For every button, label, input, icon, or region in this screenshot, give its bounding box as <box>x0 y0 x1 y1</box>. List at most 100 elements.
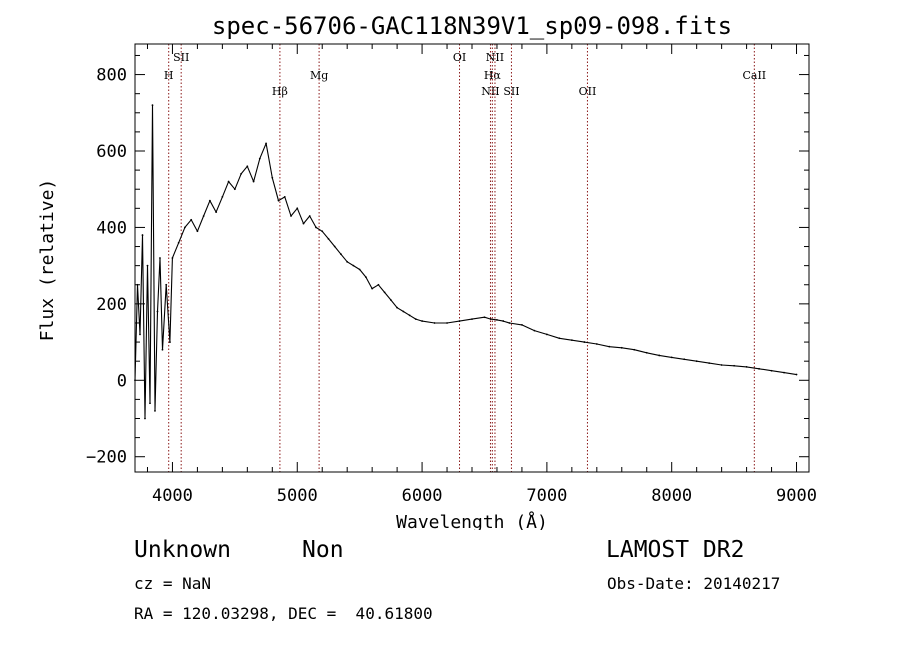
x-tick-label-3: 7000 <box>526 486 567 506</box>
data-point-41 <box>340 253 342 256</box>
data-point-73 <box>633 348 636 351</box>
data-point-2 <box>139 333 141 336</box>
data-point-28 <box>258 157 261 160</box>
data-point-65 <box>533 329 536 332</box>
y-tick-label-3: 400 <box>96 218 127 238</box>
data-point-69 <box>583 341 586 343</box>
x-axis-label: Wavelength (Å) <box>396 511 548 530</box>
x-tick-label-0: 4000 <box>152 486 193 506</box>
data-point-43 <box>352 264 355 267</box>
y-tick-label-2: 200 <box>96 295 127 315</box>
data-point-49 <box>389 299 392 301</box>
data-point-36 <box>308 215 311 217</box>
data-point-12 <box>165 283 168 286</box>
data-point-71 <box>608 345 611 348</box>
data-point-57 <box>458 320 461 322</box>
line-marker-label-9: OII <box>579 85 597 98</box>
data-point-83 <box>758 367 760 370</box>
data-point-55 <box>433 322 436 324</box>
data-point-84 <box>770 369 773 372</box>
data-point-78 <box>695 360 698 363</box>
data-point-67 <box>558 337 561 340</box>
data-point-14 <box>171 257 174 259</box>
line-marker-label-10: CaII <box>742 69 766 82</box>
data-point-35 <box>302 222 305 225</box>
data-point-31 <box>277 199 280 202</box>
data-point-18 <box>196 230 199 233</box>
data-point-11 <box>161 348 164 351</box>
x-tick-label-5: 9000 <box>776 486 817 506</box>
line-marker-label-3: Mg <box>310 69 328 82</box>
data-point-86 <box>795 373 798 376</box>
data-point-32 <box>283 195 286 198</box>
spectrum-series <box>134 104 798 420</box>
data-point-64 <box>521 323 523 326</box>
data-point-22 <box>221 195 224 198</box>
axis-ticks: 4000 5000 6000 7000 8000 9000 −200 0 200 400 600 80… <box>86 44 817 506</box>
data-point-27 <box>252 180 255 183</box>
data-point-15 <box>177 241 180 244</box>
data-point-54 <box>421 320 423 322</box>
redshift-cz: cz = NaN <box>134 574 212 593</box>
data-point-85 <box>783 371 785 374</box>
data-point-9 <box>156 310 159 313</box>
line-marker-label-8: SII <box>503 85 519 98</box>
data-point-6 <box>149 402 151 405</box>
data-point-51 <box>402 310 405 313</box>
data-point-7 <box>151 104 154 107</box>
data-point-60 <box>489 318 492 321</box>
data-point-24 <box>233 188 236 191</box>
data-point-34 <box>296 207 299 210</box>
data-point-10 <box>159 257 161 259</box>
x-tick-label-4: 8000 <box>651 486 692 506</box>
data-point-66 <box>545 333 548 336</box>
y-tick-label-1: 0 <box>117 371 127 391</box>
data-point-23 <box>227 180 230 183</box>
data-point-63 <box>508 322 511 324</box>
data-point-16 <box>184 226 186 229</box>
data-point-17 <box>190 218 193 221</box>
data-point-46 <box>371 287 374 290</box>
survey-name: LAMOST DR2 <box>606 537 745 563</box>
chart-title: spec-56706-GAC118N39V1_sp09-098.fits <box>212 12 732 40</box>
data-point-33 <box>290 215 292 217</box>
data-point-38 <box>321 230 324 233</box>
data-point-40 <box>333 245 336 248</box>
data-point-53 <box>414 318 417 321</box>
data-point-75 <box>658 354 661 357</box>
data-point-56 <box>446 322 448 324</box>
plot-border <box>134 43 810 473</box>
y-tick-label-0: −200 <box>86 448 127 468</box>
data-point-77 <box>683 358 686 361</box>
data-point-44 <box>358 268 361 271</box>
data-point-13 <box>169 341 171 343</box>
data-point-19 <box>202 215 205 217</box>
data-point-37 <box>315 226 317 229</box>
data-point-82 <box>745 366 748 368</box>
data-point-25 <box>240 173 242 175</box>
object-class: Unknown <box>134 537 231 563</box>
data-point-80 <box>720 364 723 366</box>
data-point-39 <box>327 237 330 240</box>
data-point-20 <box>208 199 211 202</box>
data-point-52 <box>408 314 411 317</box>
data-point-72 <box>620 346 623 349</box>
spectrum-line-0 <box>134 104 797 420</box>
data-point-61 <box>496 319 498 321</box>
data-point-79 <box>708 362 711 364</box>
y-tick-label-4: 600 <box>96 142 127 162</box>
object-subclass: Non <box>302 537 344 563</box>
data-point-29 <box>265 142 267 145</box>
data-point-5 <box>146 264 149 267</box>
line-marker-label-5: NII <box>481 85 499 98</box>
data-point-74 <box>645 351 648 354</box>
line-marker-label-6: Hα <box>484 69 502 82</box>
data-point-3 <box>141 234 144 236</box>
spectrum-chart: spec-56706-GAC118N39V1_sp09-098.fits H SI… <box>37 12 817 530</box>
data-point-68 <box>570 339 573 342</box>
line-marker-label-1: SII <box>173 51 189 64</box>
y-tick-label-5: 800 <box>96 66 127 86</box>
data-point-8 <box>154 409 156 412</box>
x-tick-label-2: 6000 <box>402 486 443 506</box>
data-point-21 <box>215 211 218 214</box>
